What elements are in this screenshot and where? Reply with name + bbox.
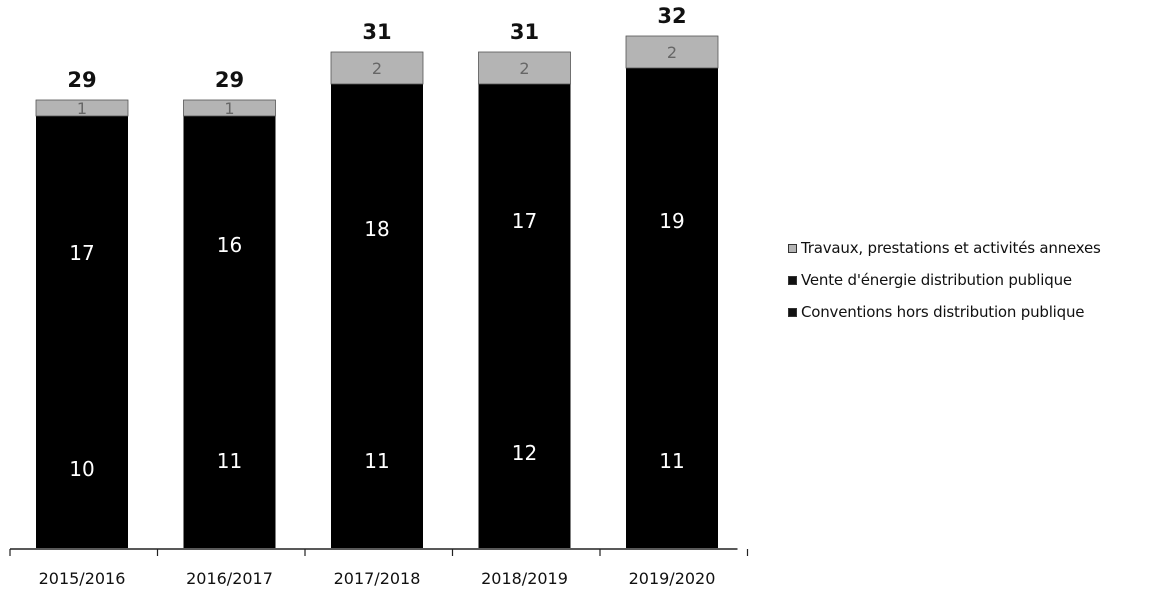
bar-segment-1-4 [478, 356, 571, 548]
data-label-1-4: 12 [512, 441, 537, 465]
total-label-2: 29 [215, 68, 244, 92]
legend-label-vente: Vente d'énergie distribution publique [801, 271, 1072, 289]
bar-segment-1-1 [36, 388, 128, 548]
total-label-4: 31 [510, 20, 539, 44]
bar-segment-3-4 [478, 51, 571, 85]
bar-segment-2-4 [478, 84, 571, 356]
data-label-2-2: 16 [217, 233, 242, 257]
data-label-1-2: 11 [217, 449, 242, 473]
data-label-3-1: 1 [77, 99, 87, 118]
bar-segment-2-2 [183, 116, 276, 372]
total-label-1: 29 [67, 68, 96, 92]
category-label-2: 2016/2017 [186, 569, 273, 588]
bar-segment-3-3 [330, 51, 424, 85]
category-label-1: 2015/2016 [39, 569, 126, 588]
legend-item-conventions: Conventions hors distribution publique [788, 296, 1101, 328]
category-label-3: 2017/2018 [334, 569, 421, 588]
bar-segment-1-2 [183, 372, 276, 548]
category-label-5: 2019/2020 [629, 569, 716, 588]
category-label-4: 2018/2019 [481, 569, 568, 588]
legend-swatch-travaux [788, 243, 797, 253]
bar-segment-2-5 [626, 68, 718, 372]
data-label-3-3: 2 [372, 59, 382, 78]
bar-segment-2-3 [331, 84, 423, 372]
bar-segment-3-2 [183, 99, 276, 117]
data-label-1-3: 11 [364, 449, 389, 473]
legend: Travaux, prestations et activités annexe… [788, 232, 1101, 328]
legend-swatch-conventions [788, 307, 797, 317]
legend-swatch-vente [788, 275, 797, 285]
data-label-1-5: 11 [659, 449, 684, 473]
bar-segment-1-3 [331, 372, 423, 548]
legend-label-conventions: Conventions hors distribution publique [801, 303, 1085, 321]
data-label-2-1: 17 [69, 241, 94, 265]
bar-segment-3-1 [35, 99, 129, 117]
bar-segment-3-5 [625, 35, 719, 69]
data-label-1-1: 10 [69, 457, 94, 481]
legend-item-vente: Vente d'énergie distribution publique [788, 264, 1101, 296]
data-label-2-3: 18 [364, 217, 389, 241]
total-label-5: 32 [657, 4, 686, 28]
data-label-3-2: 1 [224, 99, 234, 118]
data-label-3-5: 2 [667, 43, 677, 62]
bar-segment-1-5 [626, 372, 718, 548]
bar-segment-2-1 [36, 116, 128, 388]
data-label-3-4: 2 [519, 59, 529, 78]
total-label-3: 31 [362, 20, 391, 44]
legend-label-travaux: Travaux, prestations et activités annexe… [801, 239, 1101, 257]
data-label-2-5: 19 [659, 209, 684, 233]
data-label-2-4: 17 [512, 209, 537, 233]
legend-item-travaux: Travaux, prestations et activités annexe… [788, 232, 1101, 264]
